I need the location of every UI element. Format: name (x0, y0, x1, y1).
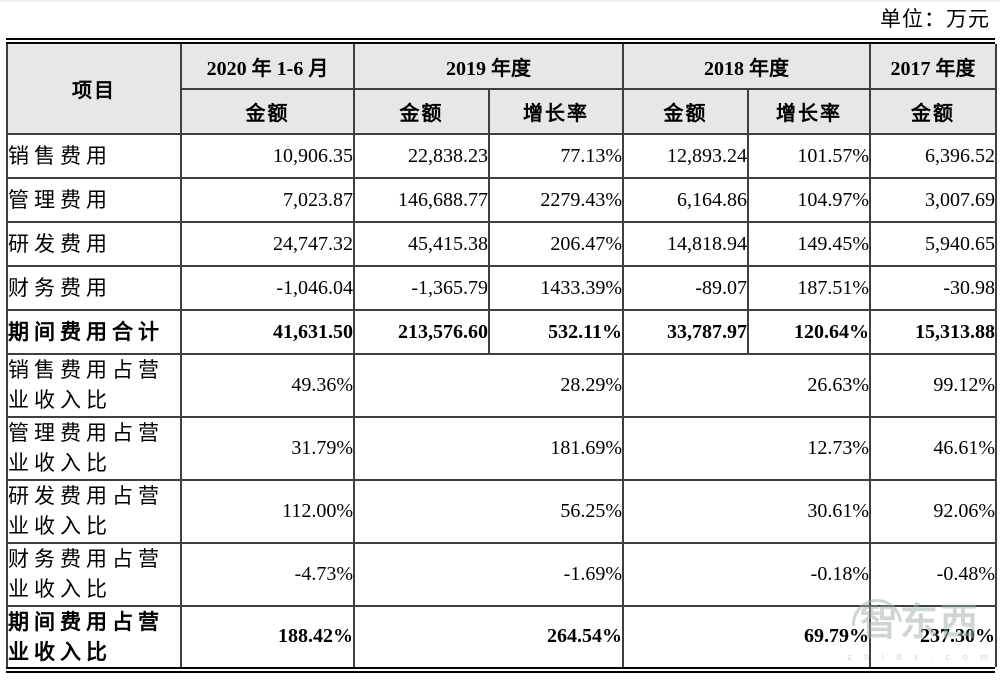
cell-2017-ratio: 92.06% (869, 478, 997, 544)
header-2019-amount: 金额 (353, 88, 490, 135)
row-label: 管理费用占营业收入比 (6, 415, 182, 481)
cell-2019-amount: 22,838.23 (353, 133, 490, 179)
cell-2019-ratio: 28.29% (353, 353, 624, 418)
table-row-total-period-expense: 期间费用合计 41,631.50 213,576.60 532.11% 33,7… (6, 309, 997, 355)
cell-2019-amount: 213,576.60 (353, 309, 490, 355)
expenses-table: 项目 2020 年 1-6 月 2019 年度 2018 年度 2017 年度 … (6, 44, 997, 668)
cell-2019-ratio: 264.54% (353, 604, 624, 668)
cell-2020-ratio: 31.79% (180, 415, 355, 481)
cell-2018-growth: 101.57% (747, 133, 871, 179)
cell-2018-ratio: 12.73% (622, 415, 871, 481)
row-label: 销售费用 (6, 133, 182, 179)
table-row-admin-ratio: 管理费用占营业收入比 31.79% 181.69% 12.73% 46.61% (6, 415, 997, 481)
cell-2019-growth: 532.11% (488, 309, 624, 355)
cell-2017-amount: 5,940.65 (869, 221, 997, 267)
cell-2018-amount: -89.07 (622, 265, 749, 311)
cell-2018-growth: 104.97% (747, 177, 871, 223)
cell-2020-ratio: 49.36% (180, 353, 355, 418)
cell-2018-amount: 12,893.24 (622, 133, 749, 179)
cell-2017-ratio: 46.61% (869, 415, 997, 481)
cell-2017-ratio: 99.12% (869, 353, 997, 418)
header-item: 项目 (6, 44, 182, 135)
cell-2018-ratio: 26.63% (622, 353, 871, 418)
header-2018-growth: 增长率 (747, 88, 871, 135)
cell-2019-growth: 1433.39% (488, 265, 624, 311)
row-label: 财务费用占营业收入比 (6, 541, 182, 607)
table-row-rd-expense: 研发费用 24,747.32 45,415.38 206.47% 14,818.… (6, 221, 997, 267)
header-2018: 2018 年度 (622, 44, 871, 90)
cell-2017-amount: -30.98 (869, 265, 997, 311)
cell-2017-ratio: 237.30% (869, 604, 997, 668)
row-label: 期间费用占营业收入比 (6, 604, 182, 668)
cell-2018-growth: 149.45% (747, 221, 871, 267)
cell-2020-amount: 7,023.87 (180, 177, 355, 223)
cell-2020-amount: -1,046.04 (180, 265, 355, 311)
cell-2017-amount: 15,313.88 (869, 309, 997, 355)
row-label: 研发费用占营业收入比 (6, 478, 182, 544)
cell-2018-ratio: 69.79% (622, 604, 871, 668)
cell-2019-amount: 146,688.77 (353, 177, 490, 223)
cell-2020-ratio: -4.73% (180, 541, 355, 607)
table-row-total-ratio: 期间费用占营业收入比 188.42% 264.54% 69.79% 237.30… (6, 604, 997, 668)
expenses-table-wrapper: 项目 2020 年 1-6 月 2019 年度 2018 年度 2017 年度 … (6, 38, 997, 674)
cell-2019-amount: 45,415.38 (353, 221, 490, 267)
cell-2017-ratio: -0.48% (869, 541, 997, 607)
cell-2019-growth: 77.13% (488, 133, 624, 179)
header-2018-amount: 金额 (622, 88, 749, 135)
cell-2020-amount: 24,747.32 (180, 221, 355, 267)
header-row-measures: 金额 金额 增长率 金额 增长率 金额 (7, 88, 997, 135)
header-2017: 2017 年度 (869, 44, 997, 90)
cell-2017-amount: 6,396.52 (869, 133, 997, 179)
table-row-selling-expense: 销售费用 10,906.35 22,838.23 77.13% 12,893.2… (6, 133, 997, 179)
cell-2018-amount: 14,818.94 (622, 221, 749, 267)
header-2017-amount: 金额 (869, 88, 997, 135)
row-label: 财务费用 (6, 265, 182, 311)
cell-2018-amount: 33,787.97 (622, 309, 749, 355)
cell-2020-ratio: 112.00% (180, 478, 355, 544)
cell-2020-amount: 10,906.35 (180, 133, 355, 179)
row-label: 销售费用占营业收入比 (6, 353, 182, 418)
cell-2019-amount: -1,365.79 (353, 265, 490, 311)
cell-2019-ratio: -1.69% (353, 541, 624, 607)
cell-2020-amount: 41,631.50 (180, 309, 355, 355)
table-row-rd-ratio: 研发费用占营业收入比 112.00% 56.25% 30.61% 92.06% (6, 478, 997, 544)
cell-2019-growth: 2279.43% (488, 177, 624, 223)
cell-2018-ratio: -0.18% (622, 541, 871, 607)
cell-2018-ratio: 30.61% (622, 478, 871, 544)
cell-2019-ratio: 181.69% (353, 415, 624, 481)
page-top-edge (0, 0, 1000, 2)
cell-2018-amount: 6,164.86 (622, 177, 749, 223)
header-2019-growth: 增长率 (488, 88, 624, 135)
cell-2019-ratio: 56.25% (353, 478, 624, 544)
table-row-admin-expense: 管理费用 7,023.87 146,688.77 2279.43% 6,164.… (6, 177, 997, 223)
header-2020-amount: 金额 (180, 88, 355, 135)
cell-2019-growth: 206.47% (488, 221, 624, 267)
table-row-finance-ratio: 财务费用占营业收入比 -4.73% -1.69% -0.18% -0.48% (6, 541, 997, 607)
header-2019: 2019 年度 (353, 44, 624, 90)
row-label: 期间费用合计 (6, 309, 182, 355)
cell-2018-growth: 187.51% (747, 265, 871, 311)
header-2020: 2020 年 1-6 月 (180, 44, 355, 90)
row-label: 研发费用 (6, 221, 182, 267)
row-label: 管理费用 (6, 177, 182, 223)
cell-2018-growth: 120.64% (747, 309, 871, 355)
cell-2017-amount: 3,007.69 (869, 177, 997, 223)
unit-label: 单位：万元 (880, 7, 990, 31)
header-row-years: 项目 2020 年 1-6 月 2019 年度 2018 年度 2017 年度 (6, 44, 997, 135)
table-row-finance-expense: 财务费用 -1,046.04 -1,365.79 1433.39% -89.07… (6, 265, 997, 311)
cell-2020-ratio: 188.42% (180, 604, 355, 668)
table-row-selling-ratio: 销售费用占营业收入比 49.36% 28.29% 26.63% 99.12% (6, 353, 997, 418)
